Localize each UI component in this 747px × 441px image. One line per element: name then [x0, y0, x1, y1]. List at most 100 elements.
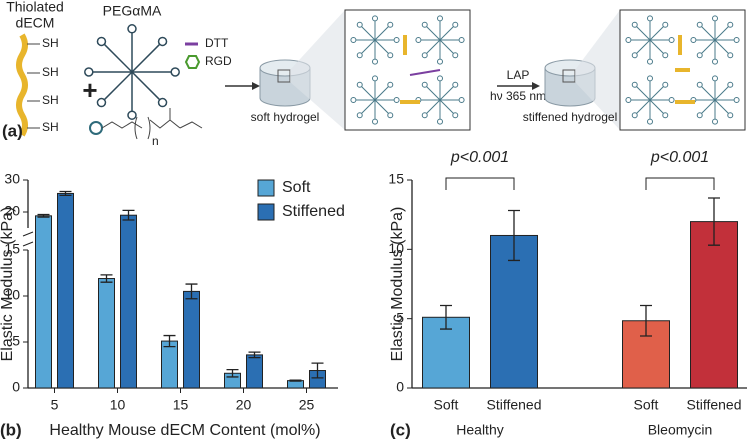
- thiol-label: SH: [42, 65, 59, 79]
- peg-end: [421, 52, 428, 59]
- peg-end: [421, 112, 428, 119]
- peg-end: [696, 21, 703, 28]
- peg-end: [733, 37, 740, 43]
- schematic: Thiolated dECM SH SH SH SH + PEGαMA DTT …: [2, 0, 746, 148]
- repeat-brackets: [134, 116, 151, 140]
- peg-end: [662, 52, 669, 59]
- peg-end: [662, 112, 669, 119]
- peg-end: [157, 36, 168, 47]
- thiol-bonds: [27, 43, 40, 129]
- peg-end: [647, 58, 653, 65]
- peg-end: [127, 24, 137, 34]
- y-tick-label: 10: [388, 240, 404, 256]
- peg-end: [727, 52, 734, 59]
- peg-end: [372, 118, 378, 125]
- error-bar: [122, 209, 135, 221]
- y-tick-label: 10: [4, 287, 20, 303]
- annotation: p<0.001: [650, 149, 709, 166]
- bar: [161, 340, 178, 389]
- peg-end: [393, 97, 400, 103]
- peg-end: [356, 81, 363, 88]
- legend-label: Soft: [282, 179, 311, 196]
- peg-end: [372, 15, 378, 22]
- peg-end: [356, 21, 363, 28]
- peg-end: [690, 37, 697, 43]
- peg-arm: [635, 99, 651, 115]
- y-tick-label: 5: [12, 333, 20, 349]
- rgd-icon: [184, 55, 201, 69]
- error-bar: [440, 304, 452, 330]
- dECM-title: dECM: [16, 15, 55, 31]
- y-tick-label: 20: [4, 203, 20, 219]
- peg-end: [625, 37, 632, 43]
- dECM-title: Thiolated: [6, 0, 64, 15]
- x-tick-label: 5: [51, 397, 59, 413]
- error-bar: [163, 334, 176, 348]
- x-tick-label: Soft: [634, 397, 659, 413]
- panel-label: (c): [390, 420, 411, 439]
- peg-end: [387, 52, 394, 59]
- error-bar: [708, 197, 720, 246]
- legend-swatch: [257, 179, 275, 197]
- peg-arm: [131, 43, 161, 73]
- peg-arm: [360, 85, 376, 101]
- x-tick-label: 15: [173, 397, 189, 413]
- legend-swatch: [257, 203, 275, 221]
- peg-end: [631, 112, 638, 119]
- zoom: [575, 10, 620, 130]
- peg-end: [631, 81, 638, 88]
- peg-arm: [425, 85, 441, 101]
- annotation: p<0.001: [450, 149, 509, 166]
- step-label: hν 365 nm: [490, 89, 546, 103]
- network: [350, 15, 740, 125]
- zoom-box: [344, 9, 471, 131]
- peg-arm: [360, 39, 376, 55]
- error-bar: [640, 304, 652, 337]
- peg-end: [631, 52, 638, 59]
- peg-end: [84, 67, 94, 77]
- thiol-label: SH: [42, 36, 59, 50]
- legend-label: Stiffened: [282, 203, 345, 220]
- legend-label: RGD: [205, 54, 232, 68]
- peg-end: [712, 58, 718, 65]
- monomer-structure: [101, 108, 203, 129]
- peg-end: [647, 75, 653, 82]
- bar: [690, 221, 738, 389]
- peg-arm: [131, 71, 161, 101]
- peg-end: [415, 37, 422, 43]
- peg-end: [712, 118, 718, 125]
- bar: [57, 192, 74, 389]
- peg-end: [421, 21, 428, 28]
- peg-end: [696, 81, 703, 88]
- error-bar: [311, 362, 324, 379]
- peg-arm: [439, 99, 455, 115]
- peg-arm: [425, 25, 441, 41]
- peg-end: [170, 67, 180, 77]
- peg-arm: [700, 99, 716, 115]
- panel-label: (b): [0, 420, 22, 439]
- peg-end: [437, 118, 443, 125]
- y-tick-label: 30: [4, 171, 20, 187]
- peg-end: [452, 81, 459, 88]
- y-tick-label: 15: [388, 171, 404, 187]
- error-bar: [185, 283, 198, 300]
- thiol-label: SH: [42, 93, 59, 107]
- error-bar: [37, 213, 50, 218]
- repeat-unit: n: [152, 134, 159, 148]
- peg-arm: [649, 99, 665, 115]
- peg-arm: [700, 39, 716, 55]
- bar: [120, 214, 137, 389]
- zoom: [290, 10, 345, 130]
- legend-label: DTT: [205, 36, 229, 50]
- peg-arm: [649, 85, 665, 101]
- peg-end: [727, 21, 734, 28]
- peg-end: [89, 121, 103, 135]
- peg-title: PEGαMA: [103, 3, 162, 19]
- y-tick-label: 5: [396, 309, 404, 325]
- peg-end: [350, 37, 357, 43]
- peg-arm: [635, 85, 651, 101]
- peg-end: [437, 75, 443, 82]
- peg-arm: [374, 85, 390, 101]
- peg-end: [458, 37, 465, 43]
- peg-end: [96, 36, 107, 47]
